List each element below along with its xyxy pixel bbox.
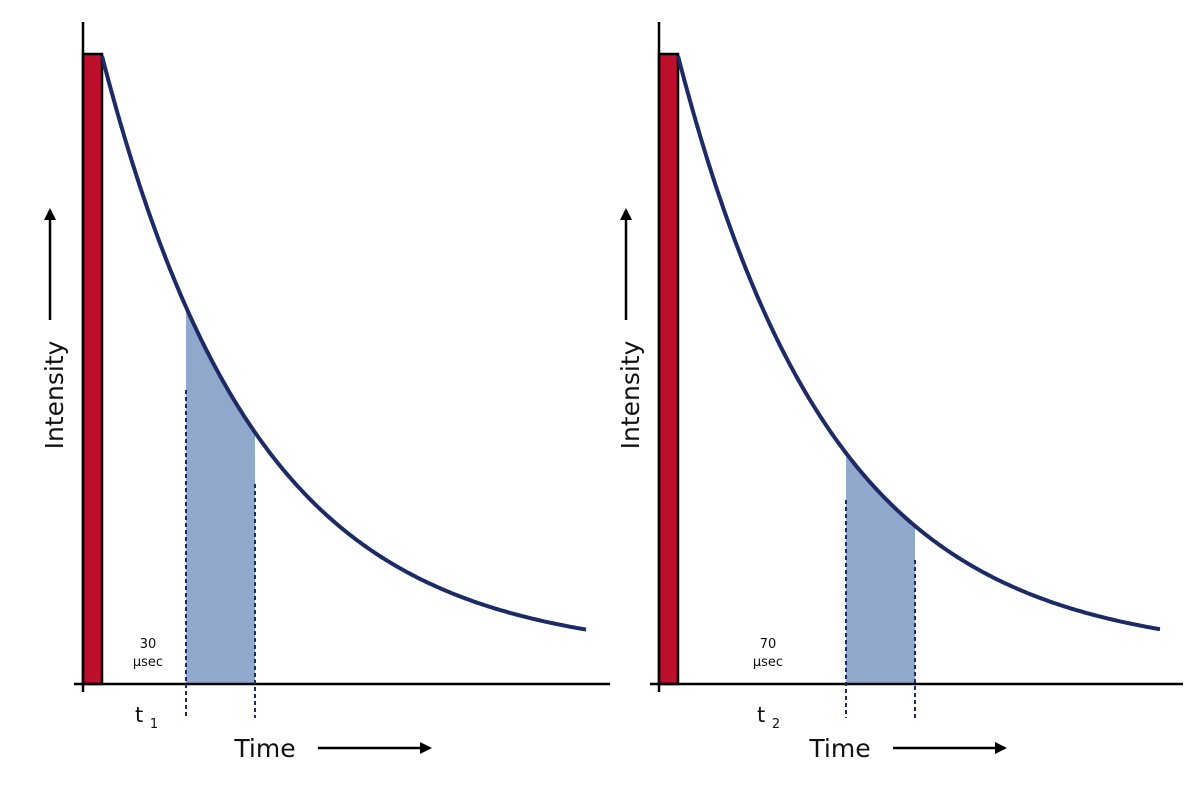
gate-value-label: 70 [760, 637, 777, 652]
delay-subscript: 1 [150, 717, 158, 732]
excitation-pulse-bar [657, 52, 680, 686]
excitation-pulse-bar [81, 52, 104, 686]
panel-left: Intensity 30 µsec t 1 Time [40, 22, 610, 763]
delay-label: t 2 [757, 703, 780, 732]
decay-curve [100, 55, 587, 632]
gate-value-label: 30 [140, 637, 157, 652]
time-axis-label: Time [233, 734, 295, 763]
gate-unit-label: µsec [133, 655, 163, 670]
time-axis-label: Time [808, 734, 870, 763]
intensity-axis-label: Intensity [40, 340, 69, 449]
gate-window-fill [186, 307, 255, 684]
gate-unit-label: µsec [753, 655, 783, 670]
delay-symbol: t [757, 703, 765, 727]
intensity-axis-label: Intensity [616, 340, 645, 449]
gate-window-fill [846, 453, 915, 684]
delay-subscript: 2 [772, 717, 780, 732]
delay-label: t 1 [135, 703, 158, 732]
decay-curve [676, 55, 1161, 632]
delay-symbol: t [135, 703, 143, 727]
panel-right: Intensity 70 µsec t 2 Time [616, 22, 1183, 763]
